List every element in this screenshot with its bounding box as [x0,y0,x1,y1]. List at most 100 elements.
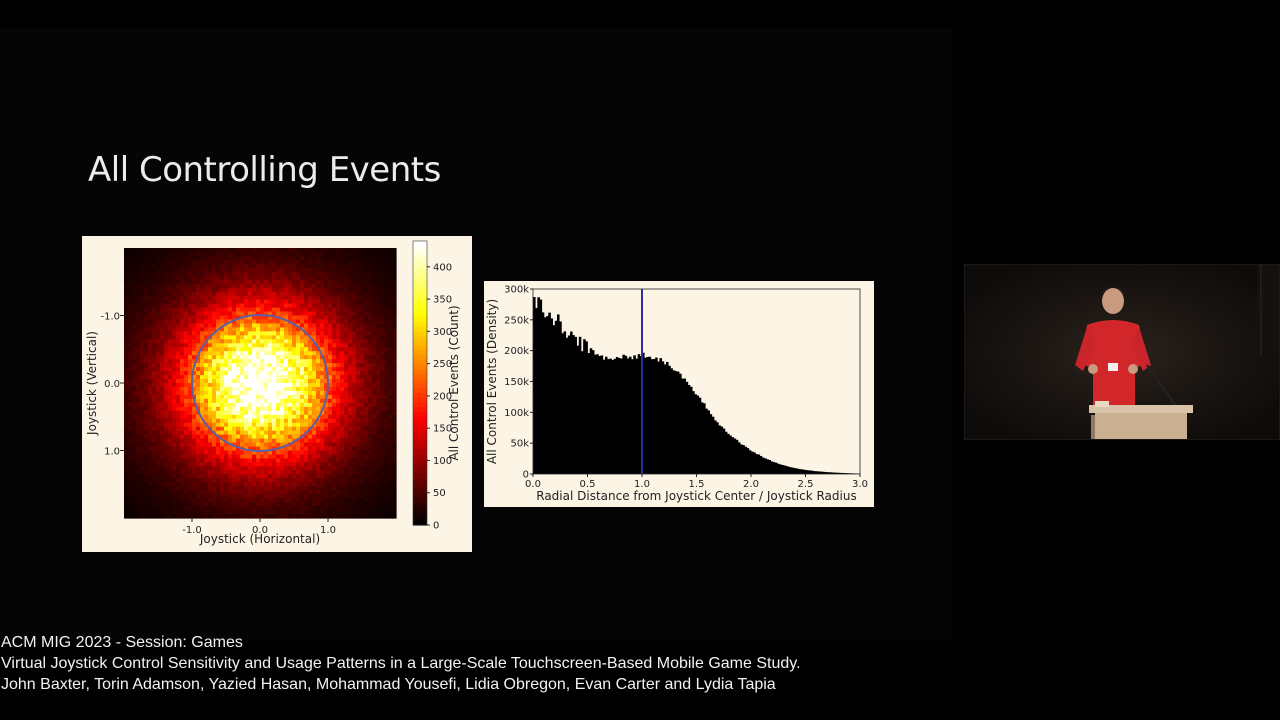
heatmap-cell [340,248,345,253]
heatmap-cell [124,466,129,471]
heatmap-cell [296,367,301,372]
heatmap-cell [364,486,369,491]
heatmap-cell [136,434,141,440]
heatmap-cell [324,474,329,479]
heatmap-cell [212,339,217,344]
heatmap-cell [216,355,221,360]
heatmap-cell [344,359,349,364]
heatmap-cell [380,514,385,519]
heatmap-cell [148,454,153,460]
heatmap-cell [316,311,321,317]
heatmap-cell [156,319,161,325]
heatmap-cell [136,291,141,297]
heatmap-cell [360,422,365,428]
heatmap-cell [340,339,345,344]
heatmap-cell [228,343,233,348]
heatmap-cell [340,275,345,281]
heatmap-cell [184,498,189,503]
heatmap-cell [248,506,253,511]
heatmap-cell [276,327,281,332]
heatmap-cell [360,248,365,253]
heatmap-cell [140,402,145,408]
heatmap-cell [292,486,297,491]
heatmap-cell [312,255,317,261]
heatmap-cell [364,426,369,432]
heatmap-cell [220,454,225,460]
heatmap-cell [308,303,313,309]
heatmap-cell [136,275,141,281]
colorbar-segment [413,496,427,502]
heatmap-cell [224,291,229,297]
heatmap-cell [384,398,389,404]
heatmap-cell [200,486,205,491]
heatmap-cell [132,454,137,460]
heatmap-cell [352,482,357,487]
heatmap-cell [380,335,385,340]
heatmap-cell [132,406,137,412]
heatmap-cell [368,486,373,491]
heatmap-cell [172,490,177,495]
heatmap-cell [348,319,353,325]
heatmap-cell [240,343,245,348]
heatmap-cell [308,494,313,499]
heatmap-cell [344,514,349,519]
heatmap-cell [320,251,325,257]
heatmap-cell [148,359,153,364]
colorbar-segment [413,345,427,351]
heatmap-cell [336,319,341,325]
heatmap-cell [332,323,337,329]
heatmap-cell [132,299,137,305]
heatmap-cell [388,331,393,336]
heatmap-cell [260,418,265,424]
heatmap-cell [300,271,305,277]
heatmap-cell [124,402,129,408]
heatmap-cell [228,478,233,483]
heatmap-cell [140,510,145,515]
heatmap-cell [140,462,145,467]
heatmap-cell [392,414,397,420]
heatmap-cell [240,510,245,515]
heatmap-cell [344,442,349,448]
heatmap-cell [264,478,269,483]
heatmap-cell [152,255,157,261]
heatmap-cell [256,394,261,400]
heatmap-cell [268,307,273,313]
heatmap-cell [280,498,285,503]
heatmap-cell [188,248,193,253]
heatmap-cell [256,335,261,340]
heatmap-cell [360,319,365,325]
heatmap-cell [132,248,137,253]
heatmap-cell [380,259,385,265]
heatmap-cell [376,470,381,475]
heatmap-cell [204,323,209,329]
heatmap-cell [360,367,365,372]
heatmap-cell [184,259,189,265]
heatmap-cell [148,466,153,471]
heatmap-cell [244,248,249,253]
heatmap-cell [332,422,337,428]
heatmap-cell [176,390,181,396]
heatmap-cell [388,446,393,452]
heatmap-cell [308,450,313,456]
heatmap-cell [388,386,393,392]
heatmap-cell [376,410,381,416]
heatmap-cell [180,248,185,253]
heatmap-cell [360,494,365,499]
heatmap-cell [384,410,389,416]
colorbar-segment [413,250,427,256]
heatmap-cell [256,386,261,392]
histogram-x-tick-label: 3.0 [852,479,868,490]
heatmap-cell [248,430,253,436]
heatmap-cell [180,323,185,329]
heatmap-cell [312,343,317,348]
heatmap-cell [340,331,345,336]
heatmap-cell [208,486,213,491]
heatmap-cell [368,406,373,412]
heatmap-cell [224,478,229,483]
heatmap-cell [160,307,165,313]
heatmap-cell [260,367,265,372]
heatmap-cell [212,363,217,368]
heatmap-cell [208,458,213,464]
heatmap-cell [368,462,373,467]
heatmap-cell [340,323,345,329]
